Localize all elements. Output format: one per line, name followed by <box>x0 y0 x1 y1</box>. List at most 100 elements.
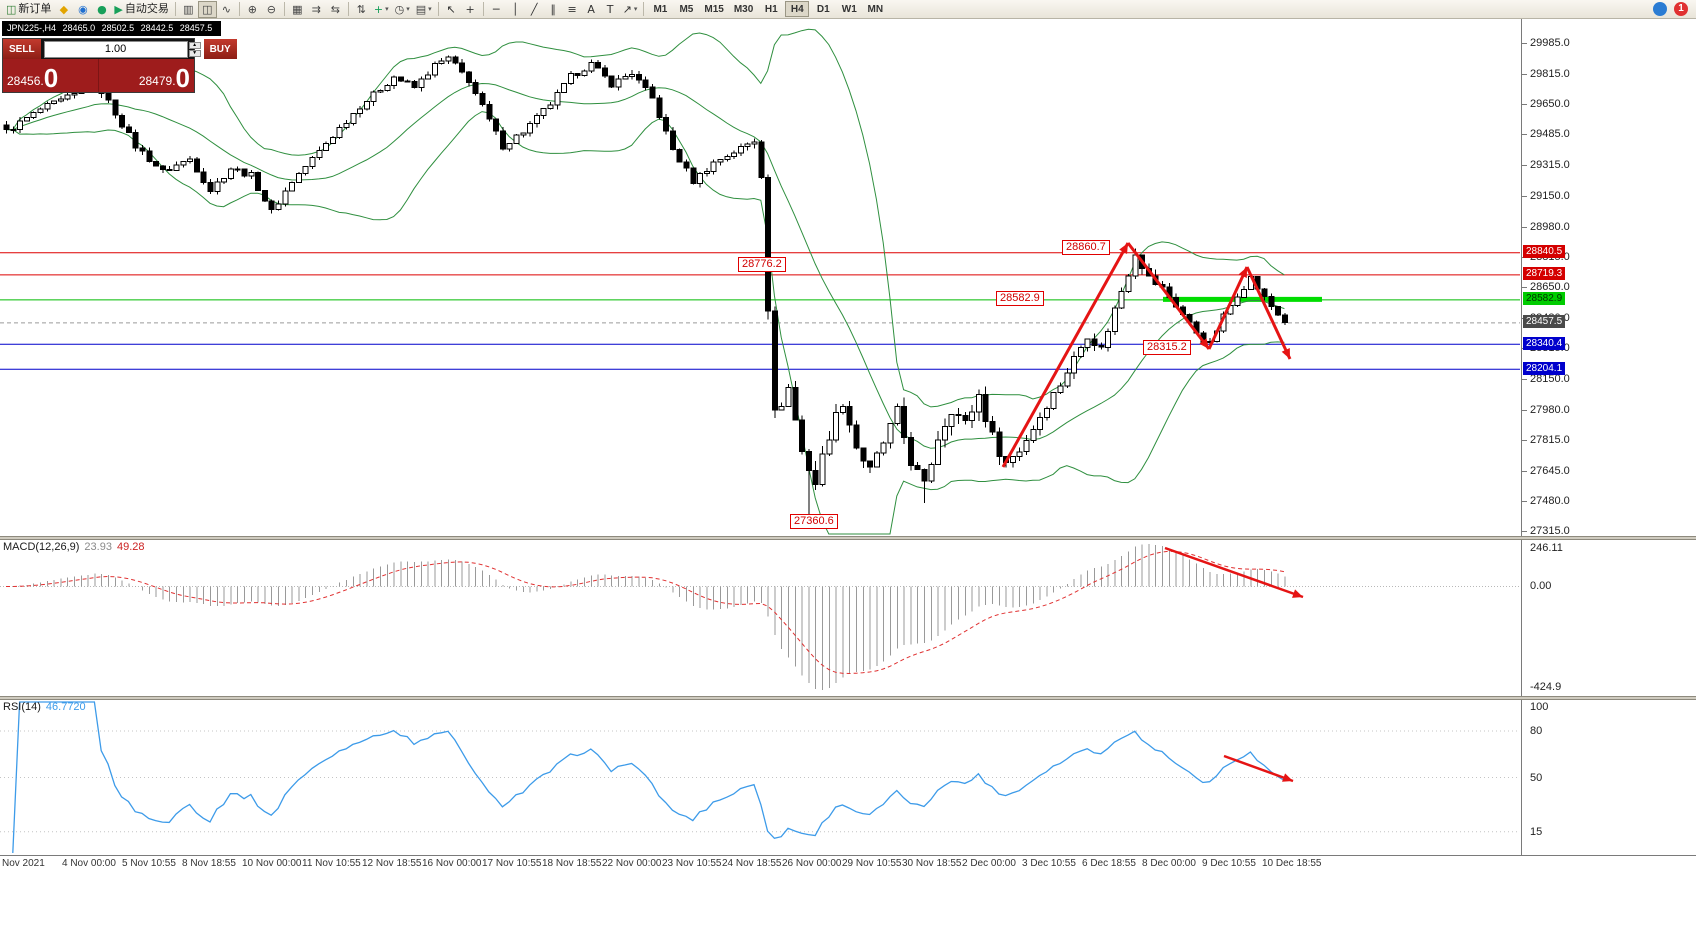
equidistant-channel-icon: ∥ <box>550 2 556 16</box>
price-tick <box>1522 439 1527 441</box>
text-label-button[interactable]: T <box>601 1 620 18</box>
buy-price[interactable]: 28479. 0 <box>98 59 194 92</box>
bollinger-middle-band <box>6 82 1285 449</box>
macd-indicator-panel[interactable]: MACD(12,26,9) 23.93 49.28 <box>0 540 1520 696</box>
timeframe-h1-button[interactable]: H1 <box>759 1 783 17</box>
candlestick-chart-button[interactable]: ◫ <box>197 0 217 18</box>
trendline-button[interactable]: ╱ <box>525 1 544 18</box>
volume-down-button[interactable]: ▼ <box>188 49 201 57</box>
autotrading-button[interactable]: ▶ 自动交易 <box>111 1 171 18</box>
horizontal-line-button[interactable]: ─ <box>487 1 506 18</box>
periods-button[interactable]: ◷ ▾ <box>392 1 413 18</box>
timeframe-m1-button[interactable]: M1 <box>648 1 672 17</box>
trend-arrow[interactable] <box>1164 546 1304 599</box>
timeframe-mn-button[interactable]: MN <box>863 1 887 17</box>
fibonacci-icon: ≡ <box>567 2 577 16</box>
price-axis-label: 28980.0 <box>1530 220 1570 233</box>
zoom-in-button[interactable]: ⊕ <box>243 1 262 18</box>
price-chart[interactable]: 28776.2 28860.7 28582.9 28315.2 27360.6 JPN2… <box>0 19 1520 536</box>
chart-shift-button[interactable]: ⇆ <box>326 1 345 18</box>
toolbar-separator <box>174 2 176 16</box>
templates-button[interactable]: ▤ ▾ <box>413 1 435 18</box>
trend-arrow[interactable] <box>1207 266 1249 350</box>
cursor-icon: ↖ <box>446 2 456 16</box>
indicators-button[interactable]: ⇅ <box>352 1 371 18</box>
toolbar-separator <box>482 2 484 16</box>
price-level-badge: 28340.4 <box>1523 336 1566 350</box>
timeframe-w1-button[interactable]: W1 <box>837 1 861 17</box>
arrows-button[interactable]: ↗ ▾ <box>620 1 641 18</box>
market-button[interactable]: ◆ <box>54 1 73 18</box>
volume-input[interactable] <box>43 40 188 58</box>
candlestick-chart-canvas[interactable] <box>0 19 1520 536</box>
notification-badge[interactable]: 1 <box>1674 2 1688 16</box>
trend-arrow[interactable] <box>1001 242 1130 468</box>
text-button[interactable]: A <box>582 1 601 18</box>
status-icon[interactable] <box>1653 2 1667 16</box>
price-tick <box>1522 287 1527 289</box>
sell-button[interactable]: SELL <box>3 39 41 59</box>
price-tick <box>1522 501 1527 503</box>
rsi-chart-canvas <box>0 701 1520 854</box>
price-axis-label: 28150.0 <box>1530 372 1570 385</box>
price-tick <box>1522 73 1527 75</box>
auto-scroll-icon: ⇉ <box>311 2 321 16</box>
add-indicator-button[interactable]: + ▾ <box>371 1 392 18</box>
trend-arrow[interactable] <box>1223 754 1294 783</box>
bollinger-lower-band <box>6 111 1285 535</box>
price-callout-27360.6[interactable]: 27360.6 <box>790 514 838 529</box>
panel-splitter[interactable] <box>0 696 1696 700</box>
codebase-button[interactable]: ◉ <box>73 1 92 18</box>
time-axis-label: 8 Dec 00:00 <box>1142 858 1196 869</box>
time-axis-label: 10 Dec 18:55 <box>1262 858 1322 869</box>
price-callout-28776.2[interactable]: 28776.2 <box>738 257 786 272</box>
time-axis[interactable]: Nov 2021 4 Nov 00:00 5 Nov 10:55 8 Nov 18:5… <box>0 855 1696 873</box>
rsi-indicator-panel[interactable]: RSI(14) 46.7720 <box>0 700 1520 855</box>
price-axis-label: 27480.0 <box>1530 495 1570 508</box>
macd-value: 23.93 <box>84 541 112 553</box>
time-axis-label: 11 Nov 10:55 <box>302 858 361 869</box>
line-chart-button[interactable]: ∿ <box>217 1 236 18</box>
alerts-button[interactable]: ● <box>92 1 111 18</box>
price-axis-label: 29650.0 <box>1530 98 1570 111</box>
macd-chart-canvas <box>0 544 1520 690</box>
channel-button[interactable]: ∥ <box>544 1 563 18</box>
timeframe-m30-button[interactable]: M30 <box>730 1 757 17</box>
trend-arrow[interactable] <box>1126 242 1211 350</box>
trendline-icon: ╱ <box>530 2 538 16</box>
fibonacci-button[interactable]: ≡ <box>563 1 582 18</box>
time-axis-label: 10 Nov 00:00 <box>242 858 302 869</box>
timeframe-d1-button[interactable]: D1 <box>811 1 835 17</box>
price-callout-28315.2[interactable]: 28315.2 <box>1143 340 1191 355</box>
price-scale[interactable]: 29985.0 29815.0 29650.0 29485.0 29315.0 29150… <box>1521 19 1696 872</box>
toolbar-separator <box>437 2 439 16</box>
cursor-button[interactable]: ↖ <box>442 1 461 18</box>
alerts-icon: ● <box>97 2 107 16</box>
crosshair-button[interactable]: + <box>461 1 480 18</box>
timeframe-m5-button[interactable]: M5 <box>674 1 698 17</box>
vertical-line-button[interactable]: │ <box>506 1 525 18</box>
dropdown-caret-icon: ▾ <box>385 4 389 13</box>
auto-scroll-button[interactable]: ⇉ <box>307 1 326 18</box>
bar-chart-icon: ▥ <box>183 2 194 16</box>
price-callout-28582.9[interactable]: 28582.9 <box>996 291 1044 306</box>
time-axis-label: Nov 2021 <box>2 858 45 869</box>
sell-price[interactable]: 28456. 0 <box>3 59 98 92</box>
tile-windows-button[interactable]: ▦ <box>288 1 307 18</box>
new-order-button[interactable]: ◫ 新订单 <box>3 1 54 18</box>
panel-splitter[interactable] <box>0 536 1696 540</box>
timeframe-h4-button[interactable]: H4 <box>785 1 810 17</box>
price-callout-28860.7[interactable]: 28860.7 <box>1062 240 1110 255</box>
bar-chart-button[interactable]: ▥ <box>179 1 198 18</box>
dropdown-caret-icon: ▾ <box>428 4 432 13</box>
zoom-out-button[interactable]: ⊖ <box>262 1 281 18</box>
timeframe-m15-button[interactable]: M15 <box>700 1 727 17</box>
volume-up-button[interactable]: ▲ <box>188 41 201 49</box>
zoom-in-icon: ⊕ <box>247 2 257 16</box>
volume-control: ▲ ▼ <box>41 40 204 59</box>
price-axis-label: 29815.0 <box>1530 67 1570 80</box>
buy-button[interactable]: BUY <box>203 39 237 59</box>
price-tick <box>1522 195 1527 197</box>
trend-arrow[interactable] <box>1245 266 1292 360</box>
